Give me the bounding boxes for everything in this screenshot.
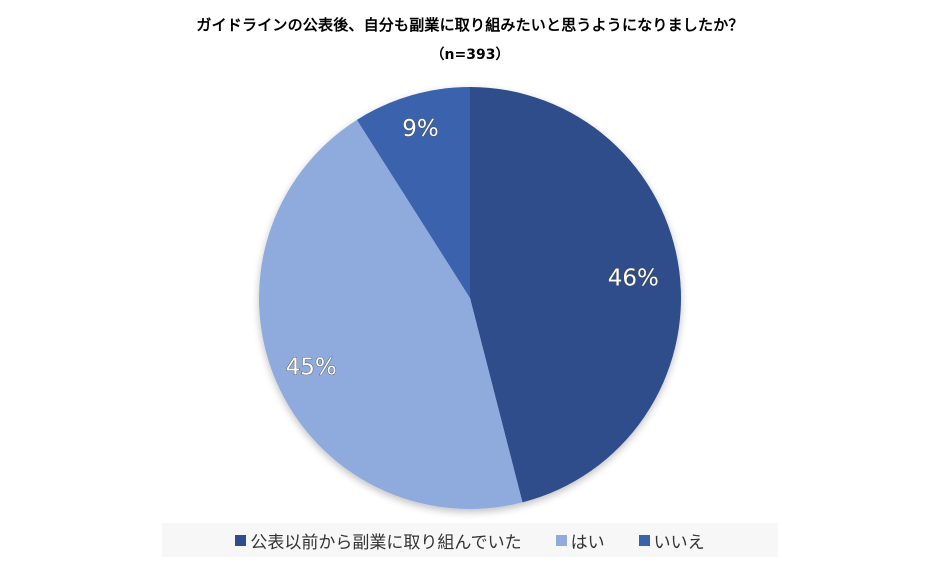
pie-slice bbox=[356, 87, 470, 298]
legend-label: はい bbox=[570, 532, 605, 553]
legend-item-already: 公表以前から副業に取り組んでいた bbox=[235, 528, 522, 553]
legend-item-yes: はい bbox=[555, 528, 605, 553]
slice-label: 45% bbox=[286, 355, 337, 381]
pie-chart: 46% 45% 9% bbox=[250, 78, 690, 518]
legend-label: 公表以前から副業に取り組んでいた bbox=[250, 532, 522, 553]
legend-swatch bbox=[555, 534, 567, 546]
pie-slice bbox=[259, 119, 523, 510]
pie-svg: 46% 45% 9% bbox=[259, 87, 681, 510]
legend-swatch bbox=[235, 534, 247, 546]
slice-label: 46% bbox=[608, 265, 659, 291]
legend-swatch bbox=[638, 534, 650, 546]
legend-label: いいえ bbox=[653, 532, 705, 553]
chart-subtitle: （n=393） bbox=[430, 47, 510, 63]
chart-legend: 公表以前から副業に取り組んでいた はい いいえ bbox=[162, 523, 778, 557]
slice-label: 9% bbox=[402, 116, 439, 142]
pie-slice bbox=[470, 87, 681, 503]
legend-item-no: いいえ bbox=[638, 528, 705, 553]
chart-title: ガイドラインの公表後、自分も副業に取り組みたいと思うようになりましたか？ bbox=[196, 16, 744, 34]
